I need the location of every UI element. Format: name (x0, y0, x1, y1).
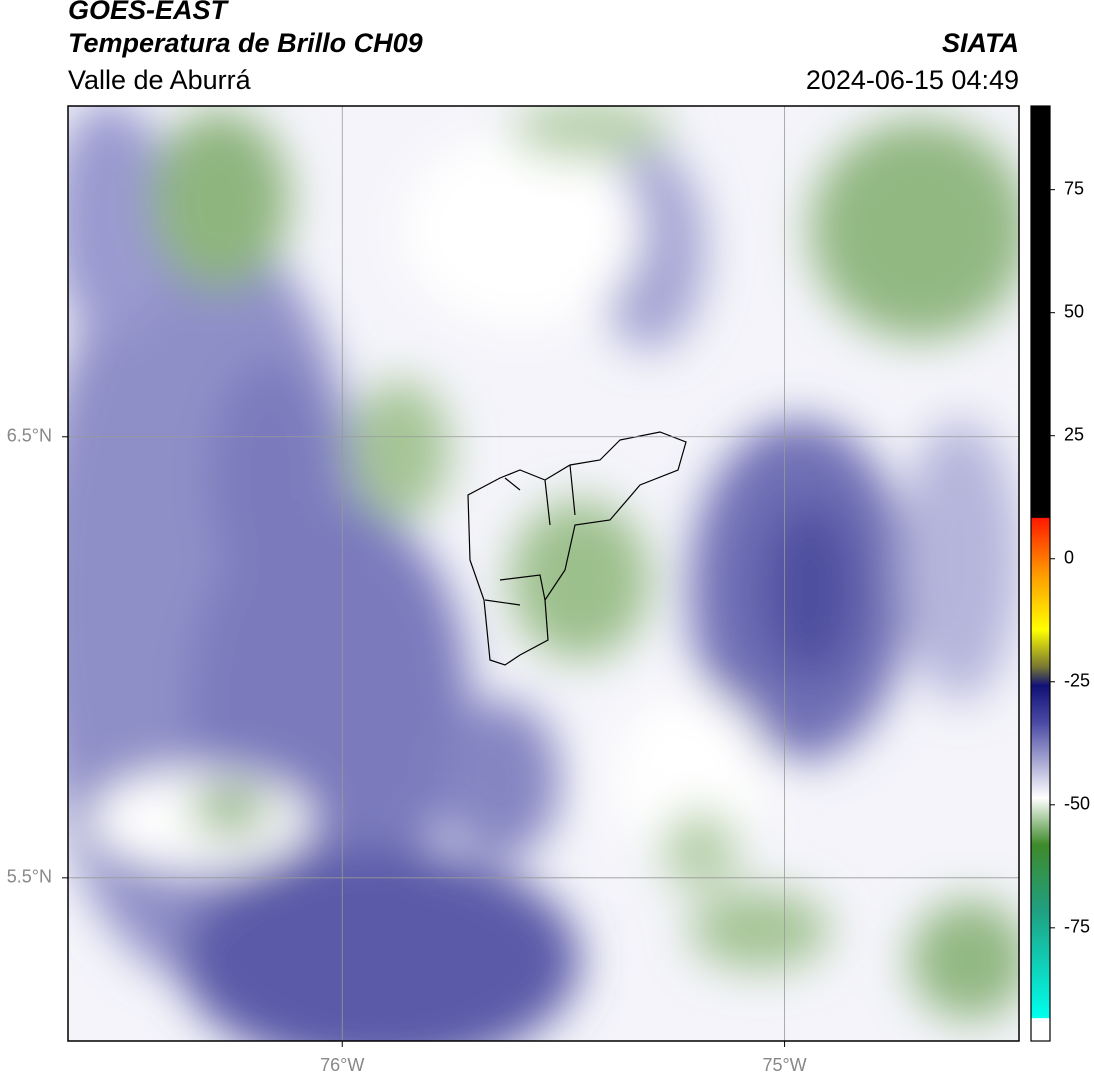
colorbar (1030, 105, 1051, 1042)
satellite-field (68, 106, 1019, 1041)
x-tick-label: 75°W (762, 1055, 806, 1075)
y-tick-label: 6.5°N (7, 426, 52, 446)
colorbar-tick-label: -25 (1064, 671, 1090, 691)
subtitle: Temperatura de Brillo CH09 (68, 28, 423, 58)
source: SIATA (942, 28, 1019, 58)
colorbar-tick-label: 75 (1064, 178, 1084, 198)
grid (68, 106, 1019, 1041)
municipality-boundaries (467, 431, 687, 666)
colorbar-tick-label: 50 (1064, 301, 1084, 321)
colorbar-tick-label: 25 (1064, 424, 1084, 444)
timestamp: 2024-06-15 04:49 (806, 65, 1019, 95)
title: GOES-EAST (68, 0, 230, 25)
colorbar-tick-label: 0 (1064, 547, 1074, 567)
x-tick-label: 76°W (320, 1055, 364, 1075)
colorbar-tick-label: -75 (1064, 917, 1090, 937)
y-tick-label: 5.5°N (7, 867, 52, 887)
region: Valle de Aburrá (68, 65, 252, 95)
map-frame (67, 105, 1020, 1042)
colorbar-tick-label: -50 (1064, 794, 1090, 814)
